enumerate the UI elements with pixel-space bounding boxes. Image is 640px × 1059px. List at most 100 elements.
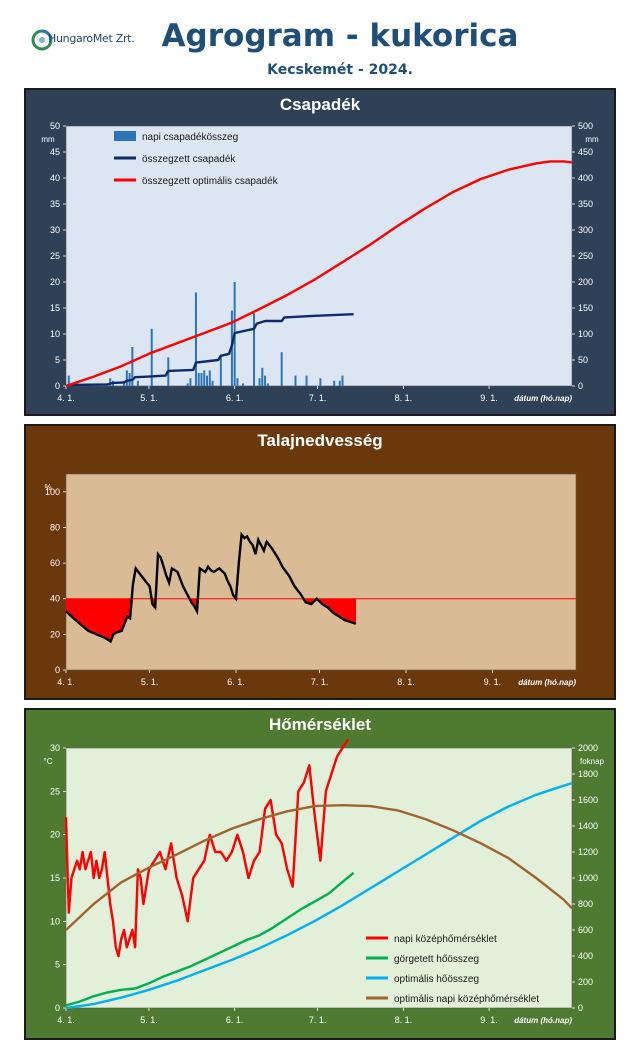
y-right-tick-label: 200 [578,277,593,287]
y-tick-label: 0 [55,665,60,675]
precip-bar [131,347,134,386]
x-tick-label: 6. 1. [227,677,245,687]
precip-bar [125,370,128,386]
legend-label: összegzett csapadék [142,154,236,165]
moisture-deficit-area [113,598,117,635]
soil-moisture-panel: Talajnedvesség 0 20 40 60 80 100% 4. 1. 5. 1. 6. … [24,424,616,700]
x-tick-label: 7. 1. [309,393,327,403]
y-right-axis-label: foknap [580,757,605,766]
precip-bar [253,313,256,386]
y-axis-label: mm [41,135,55,144]
precip-bar [211,380,214,386]
y-tick-label: 30 [50,743,60,753]
y-right-tick-label: 100 [578,329,593,339]
y-tick-label: 0 [55,381,60,391]
moisture-deficit-area [104,598,111,642]
y-right-tick-label: 350 [578,199,593,209]
precip-bar [236,378,239,386]
legend-label: optimális napi középhőmérséklet [394,994,539,1005]
moisture-deficit-area [344,598,351,623]
precip-bar [341,375,344,386]
series-line-0 [64,738,350,958]
y-tick-label: 40 [50,594,60,604]
x-axis-label: dátum (hó.nap) [514,1016,572,1025]
y-tick-label: 100 [45,487,60,497]
y-tick-label: 80 [50,522,60,532]
x-tick-label: 5. 1. [140,393,158,403]
precip-bar [280,352,283,386]
page-title: Agrogram - kukorica [161,18,519,54]
x-tick-label: 8. 1. [395,393,413,403]
y-tick-label: 30 [50,225,60,235]
precip-bar [333,380,336,386]
y-tick-label: 5 [55,355,60,365]
x-tick-label: 7. 1. [311,677,329,687]
x-tick-label: 4. 1. [57,677,75,687]
y-axis-label: % [44,483,51,492]
x-tick-label: 6. 1. [226,1015,244,1025]
legend-label: napi csapadékösszeg [142,132,238,143]
y-tick-label: 10 [50,916,60,926]
x-tick-label: 5. 1. [141,677,159,687]
precip-bar [189,378,192,386]
temperature-panel: Hőmérséklet 0 5 10 15 20 25 30 °C 0 200 400 600 800 10… [24,708,616,1040]
precip-bar [200,373,203,386]
x-tick-label: 5. 1. [140,1015,158,1025]
x-tick-label: 7. 1. [309,1015,327,1025]
precip-bar [109,378,112,386]
x-tick-label: 4. 1. [57,393,75,403]
temperature-chart: Hőmérséklet 0 5 10 15 20 25 30 °C 0 200 400 600 800 10… [26,710,614,1038]
legend-label: optimális hőösszeg [394,974,479,985]
y-right-tick-label: 400 [578,951,593,961]
x-tick-label: 8. 1. [395,1015,413,1025]
y-right-tick-label: 200 [578,977,593,987]
precip-bar [258,378,261,386]
y-right-tick-label: 1200 [578,847,598,857]
plot-area [65,747,573,1009]
y-right-tick-label: 1600 [578,795,598,805]
hungaromet-logo-icon [31,29,53,51]
plot-area [65,125,573,387]
title-bar [26,426,614,454]
legend-swatch [114,131,136,141]
x-tick-label: 8. 1. [397,677,415,687]
precip-bar [266,383,269,386]
y-tick-label: 45 [50,147,60,157]
moisture-deficit-area [96,598,106,639]
precip-bar [208,370,211,386]
chart-title: Hőmérséklet [269,715,371,734]
precip-bar [261,367,264,386]
legend-label: görgetett hőösszeg [394,954,479,965]
legend-label: összegzett optimális csapadék [142,176,279,187]
x-tick-label: 9. 1. [480,1015,498,1025]
logo-text: HungaroMet Zrt. [48,32,135,45]
series-line-1 [65,871,355,1007]
y-tick-label: 60 [50,558,60,568]
precip-bar [319,378,322,386]
moisture-deficit-area [88,598,97,635]
y-tick-label: 20 [50,629,60,639]
page-subtitle: Kecskemét - 2024. [267,62,413,78]
precip-bar [186,383,189,386]
y-tick-label: 15 [50,303,60,313]
y-tick-label: 50 [50,121,60,131]
series-line-talajnedvesseg [65,531,357,644]
y-tick-label: 35 [50,199,60,209]
precip-bar [219,354,222,386]
y-right-tick-label: 400 [578,173,593,183]
y-right-tick-label: 150 [578,303,593,313]
y-right-tick-label: 0 [578,1003,583,1013]
series-line-2 [65,160,573,388]
y-right-tick-label: 1800 [578,769,598,779]
series-line-1 [65,313,354,388]
legend-label: napi középhőmérséklet [394,934,497,945]
y-tick-label: 25 [50,786,60,796]
y-tick-label: 0 [55,1003,60,1013]
moisture-deficit-area [115,598,122,633]
plot-area [65,473,577,671]
y-tick-label: 15 [50,873,60,883]
precip-bar [67,375,70,386]
x-tick-label: 9. 1. [480,393,498,403]
precip-bar [136,380,139,386]
precip-bar [203,370,206,386]
